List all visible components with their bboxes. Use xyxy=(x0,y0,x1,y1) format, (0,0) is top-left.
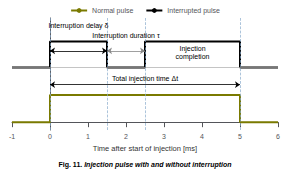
svg-text:-1: -1 xyxy=(9,133,15,140)
svg-text:4: 4 xyxy=(200,133,204,140)
svg-text:0: 0 xyxy=(48,133,52,140)
svg-text:1: 1 xyxy=(86,133,90,140)
svg-text:3: 3 xyxy=(162,133,166,140)
svg-text:Normal pulse: Normal pulse xyxy=(92,7,133,15)
svg-text:Injection: Injection xyxy=(179,45,205,53)
svg-text:completion: completion xyxy=(176,53,210,61)
svg-text:Interruption delay δ: Interruption delay δ xyxy=(49,22,109,30)
svg-text:Fig. 11.: Fig. 11. xyxy=(58,161,82,169)
svg-text:Injection pulse with and witho: Injection pulse with and without interru… xyxy=(84,161,231,169)
svg-text:Interrupted pulse: Interrupted pulse xyxy=(167,7,220,15)
svg-text:Interruption duration τ: Interruption duration τ xyxy=(92,32,160,40)
svg-text:5: 5 xyxy=(238,133,242,140)
svg-text:6: 6 xyxy=(276,133,280,140)
svg-text:Time after start of injection: Time after start of injection [ms] xyxy=(93,144,197,153)
svg-text:Total injection time Δt: Total injection time Δt xyxy=(112,75,178,83)
svg-text:2: 2 xyxy=(124,133,128,140)
